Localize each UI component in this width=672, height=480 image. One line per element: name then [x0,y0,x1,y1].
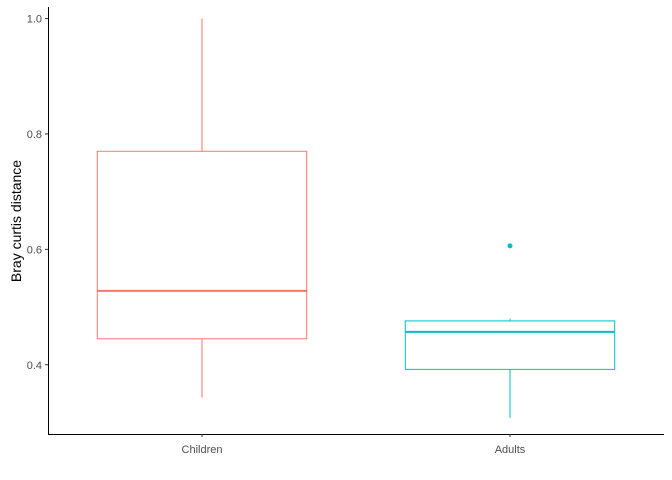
box-iqr [96,150,308,340]
outlier-point [507,243,513,249]
y-tick-label: 0.6 [27,244,42,256]
y-axis-ticks: 0.4 0.6 0.8 1.0 [27,14,48,372]
box-adults [404,243,616,418]
box-children [96,18,308,398]
y-axis-title: Bray curtis distance [8,160,24,282]
y-tick-label: 0.8 [27,129,42,141]
plot-area [96,18,616,418]
x-axis-ticks: Children Adults [182,434,526,456]
x-tick-label: Children [182,444,223,456]
y-tick-label: 1.0 [27,14,42,26]
box-iqr [404,320,616,370]
y-tick-label: 0.4 [27,360,42,372]
x-tick-label: Adults [495,444,526,456]
